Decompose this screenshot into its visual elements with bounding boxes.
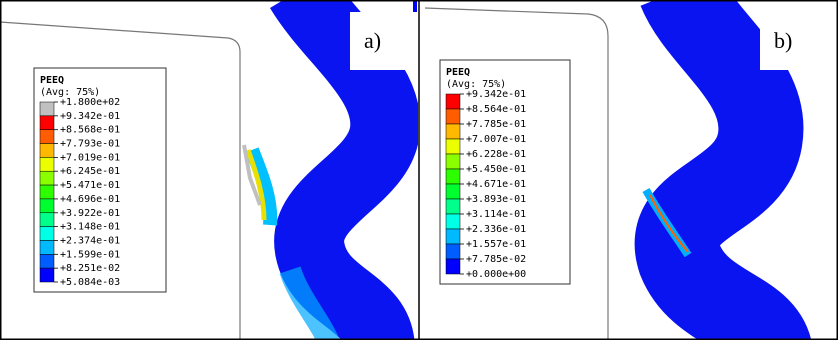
legend-swatch: [446, 199, 460, 214]
label-box: [350, 12, 416, 70]
legend-label: +9.342e-01: [466, 89, 526, 100]
legend-label: +3.922e-01: [60, 208, 120, 219]
legend-label: +1.557e-01: [466, 239, 526, 250]
label-box: [760, 12, 832, 70]
contour-band: [677, 0, 770, 340]
legend-swatch: [40, 130, 54, 144]
legend-swatch: [40, 268, 54, 282]
page: {"panels": [ {"label": "a)", "legend": {…: [0, 0, 838, 340]
figure: a) b) PEEQ(Avg: 75%)+1.800e+02+9.342e-01…: [0, 0, 838, 340]
legend-swatch: [446, 109, 460, 124]
legend-swatch: [40, 185, 54, 199]
panel-label: a): [364, 28, 381, 53]
legend-label: +1.599e-01: [60, 249, 120, 260]
legend-label: +9.342e-01: [60, 111, 120, 122]
legend-swatch: [40, 227, 54, 241]
legend-swatch: [40, 102, 54, 116]
legend-label: +8.568e-01: [60, 125, 120, 136]
legend-label: +3.148e-01: [60, 222, 120, 233]
legend-label: +8.564e-01: [466, 104, 526, 115]
legend-label: +1.800e+02: [60, 97, 120, 108]
legend-label: +6.228e-01: [466, 149, 526, 160]
legend-swatch: [446, 214, 460, 229]
legend-label: +7.793e-01: [60, 139, 120, 150]
legend-label: +2.336e-01: [466, 224, 526, 235]
legend-title: PEEQ: [40, 75, 64, 86]
legend-swatch: [40, 199, 54, 213]
legend-swatch: [40, 213, 54, 227]
legend-label: +5.471e-01: [60, 180, 120, 191]
legend-label: +0.000e+00: [466, 269, 526, 280]
legend-label: +6.245e-01: [60, 166, 120, 177]
legend-swatch: [446, 184, 460, 199]
legend-label: +7.007e-01: [466, 134, 526, 145]
legend-swatch: [40, 254, 54, 268]
legend-swatch: [40, 240, 54, 254]
legend-title: PEEQ: [446, 67, 470, 78]
legend-swatch: [40, 116, 54, 130]
legend-swatch: [446, 169, 460, 184]
legend-swatch: [446, 229, 460, 244]
legend-swatch: [446, 94, 460, 109]
legend-label: +7.785e-01: [466, 119, 526, 130]
legend-label: +5.450e-01: [466, 164, 526, 175]
legend-swatch: [40, 157, 54, 171]
legend-swatch: [446, 139, 460, 154]
legend-label: +4.671e-01: [466, 179, 526, 190]
legend-swatch: [446, 259, 460, 274]
legend-swatch: [446, 154, 460, 169]
legend-swatch: [446, 124, 460, 139]
legend-swatch: [446, 244, 460, 259]
legend-swatch: [40, 171, 54, 185]
legend-label: +3.893e-01: [466, 194, 526, 205]
legend-label: +7.785e-02: [466, 254, 526, 265]
legend-label: +4.696e-01: [60, 194, 120, 205]
legend-label: +3.114e-01: [466, 209, 526, 220]
legend-label: +7.019e-01: [60, 152, 120, 163]
panel-label: b): [774, 28, 792, 53]
legend-label: +2.374e-01: [60, 235, 120, 246]
legend-label: +5.084e-03: [60, 277, 120, 288]
legend-label: +8.251e-02: [60, 263, 120, 274]
legend-swatch: [40, 144, 54, 158]
